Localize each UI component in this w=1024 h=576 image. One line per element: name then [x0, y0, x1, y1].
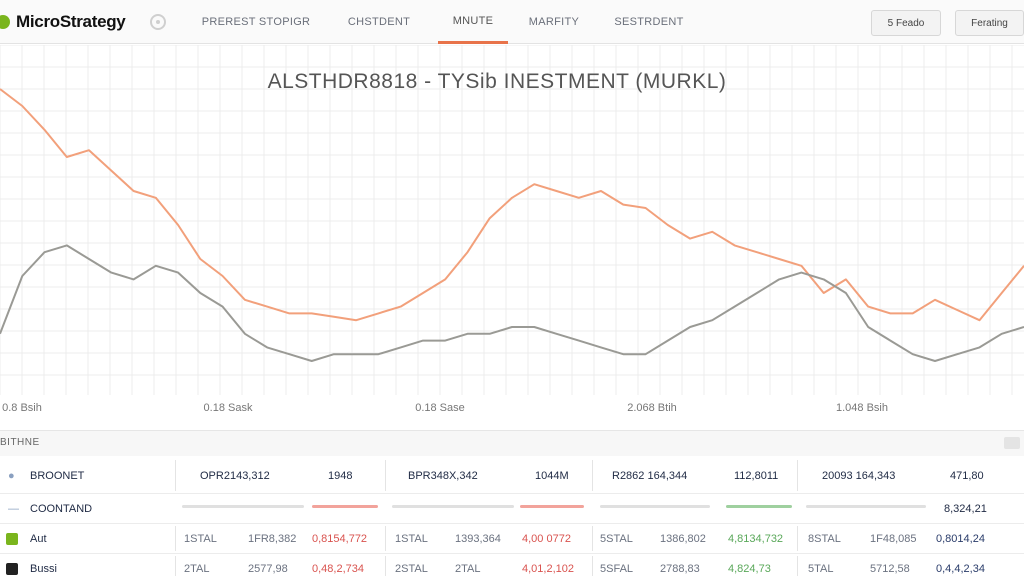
table-row[interactable]: Aut 1STAL 1FR8,382 0,8154,772 1STAL 1393…	[0, 524, 1024, 554]
table-cell: 2TAL	[184, 563, 210, 575]
toolbar-button-1[interactable]: 5 Feado	[871, 10, 941, 36]
table-cell: 5SFAL	[600, 563, 634, 575]
table-row[interactable]: ● BROONET OPR2143,312 1948 BPR348X,342 1…	[0, 458, 1024, 494]
table-cell: OPR2143,312	[200, 469, 270, 482]
row-swatch	[6, 563, 18, 575]
chart-grid	[0, 44, 1024, 395]
x-tick-label: 1.048 Bsih	[836, 402, 888, 414]
row-bar	[600, 505, 710, 508]
tab-mnute[interactable]: MNUTE	[438, 0, 508, 44]
table-cell: 2STAL	[395, 563, 428, 575]
chart-panel: 0.8 Bsih 0.18 Sask 0.18 Sase 2.068 Btih 1.04…	[0, 44, 1024, 425]
top-bar: MicroStrategy PREREST STOPIGR CHSTDENT M…	[0, 0, 1024, 44]
x-tick-label: 0.18 Sase	[415, 402, 465, 414]
chart-series	[0, 88, 1024, 362]
table-cell: 5712,58	[870, 563, 910, 575]
x-tick-label: 2.068 Btih	[627, 402, 677, 414]
row-bar	[182, 505, 304, 508]
table-cell: 1393,364	[455, 532, 501, 545]
table-cell: 2TAL	[455, 563, 481, 575]
table-cell: 471,80	[950, 469, 984, 482]
table-header: BITHNE	[0, 430, 1024, 456]
table-cell: 1386,802	[660, 532, 706, 545]
table-cell: 112,8011	[734, 469, 779, 482]
row-label: Aut	[30, 532, 47, 545]
table-cell: R2862 164,344	[612, 469, 688, 482]
x-tick-label: 0.8 Bsih	[2, 402, 42, 414]
line-chart: 0.8 Bsih 0.18 Sask 0.18 Sase 2.068 Btih 1.04…	[0, 44, 1024, 414]
table-cell: 1STAL	[184, 532, 217, 545]
expand-icon[interactable]	[1004, 437, 1020, 449]
table-cell: 8STAL	[808, 532, 841, 545]
toolbar-button-2[interactable]: Ferating	[955, 10, 1024, 36]
series-line-1	[0, 88, 1024, 322]
row-bar	[312, 505, 378, 508]
row-label: COONTAND	[30, 502, 93, 515]
table-row[interactable]: Bussi 2TAL 2577,98 0,48,2,734 2STAL 2TAL…	[0, 554, 1024, 576]
tab-prerest-stopigr[interactable]: PREREST STOPIGR	[201, 16, 311, 28]
table-cell: 1948	[328, 469, 353, 482]
table-cell: 1044M	[535, 469, 569, 482]
table-cell: 0,4,4,2,34	[936, 563, 985, 575]
table-row[interactable]: — COONTAND 8,324,21	[0, 494, 1024, 524]
table-cell: 2577,98	[248, 563, 288, 575]
table-cell: 5STAL	[600, 532, 633, 545]
table-cell: 4,8134,732	[728, 532, 784, 545]
tab-sestrdent[interactable]: SESTRDENT	[614, 16, 684, 28]
tab-chstdent[interactable]: CHSTDENT	[347, 16, 411, 28]
table-cell: 4,00 0772	[522, 532, 571, 545]
row-bar	[806, 505, 926, 508]
row-bar	[520, 505, 584, 508]
table-cell: 1STAL	[395, 532, 428, 545]
row-label: Bussi	[30, 563, 57, 575]
table-cell: 0,48,2,734	[312, 563, 364, 575]
table-cell: 0,8014,24	[936, 532, 985, 545]
table-cell: BPR348X,342	[408, 469, 478, 482]
logo-icon	[0, 15, 10, 29]
table-cell: 20093 164,343	[822, 469, 896, 482]
row-bar	[726, 505, 792, 508]
table-cell: 2788,83	[660, 563, 700, 575]
row-label: BROONET	[30, 469, 85, 482]
table-cell: 0,8154,772	[312, 532, 368, 545]
tab-marfity[interactable]: MARFITY	[528, 16, 580, 28]
x-tick-label: 0.18 Sask	[204, 402, 253, 414]
table-cell: 1F48,085	[870, 532, 917, 545]
x-axis-labels: 0.8 Bsih 0.18 Sask 0.18 Sase 2.068 Btih 1.04…	[2, 402, 888, 414]
table-cell: 5TAL	[808, 563, 834, 575]
settings-icon[interactable]	[150, 14, 166, 30]
row-icon: ●	[8, 469, 15, 482]
logo-text: MicroStrategy	[16, 12, 126, 31]
table-cell: 1FR8,382	[248, 532, 297, 545]
row-icon: —	[8, 502, 19, 515]
row-swatch	[6, 533, 18, 545]
table-cell: 8,324,21	[944, 502, 987, 515]
series-line-2	[0, 244, 1024, 362]
chart-title: ALSTHDR8818 - TYSib INESTMENT (MURKL)	[267, 70, 727, 93]
table-cell: 4,824,73	[728, 563, 771, 575]
row-bar	[392, 505, 514, 508]
table-cell: 4,01,2,102	[522, 563, 574, 575]
app-logo[interactable]: MicroStrategy	[0, 10, 126, 34]
table-header-label: BITHNE	[0, 437, 40, 448]
